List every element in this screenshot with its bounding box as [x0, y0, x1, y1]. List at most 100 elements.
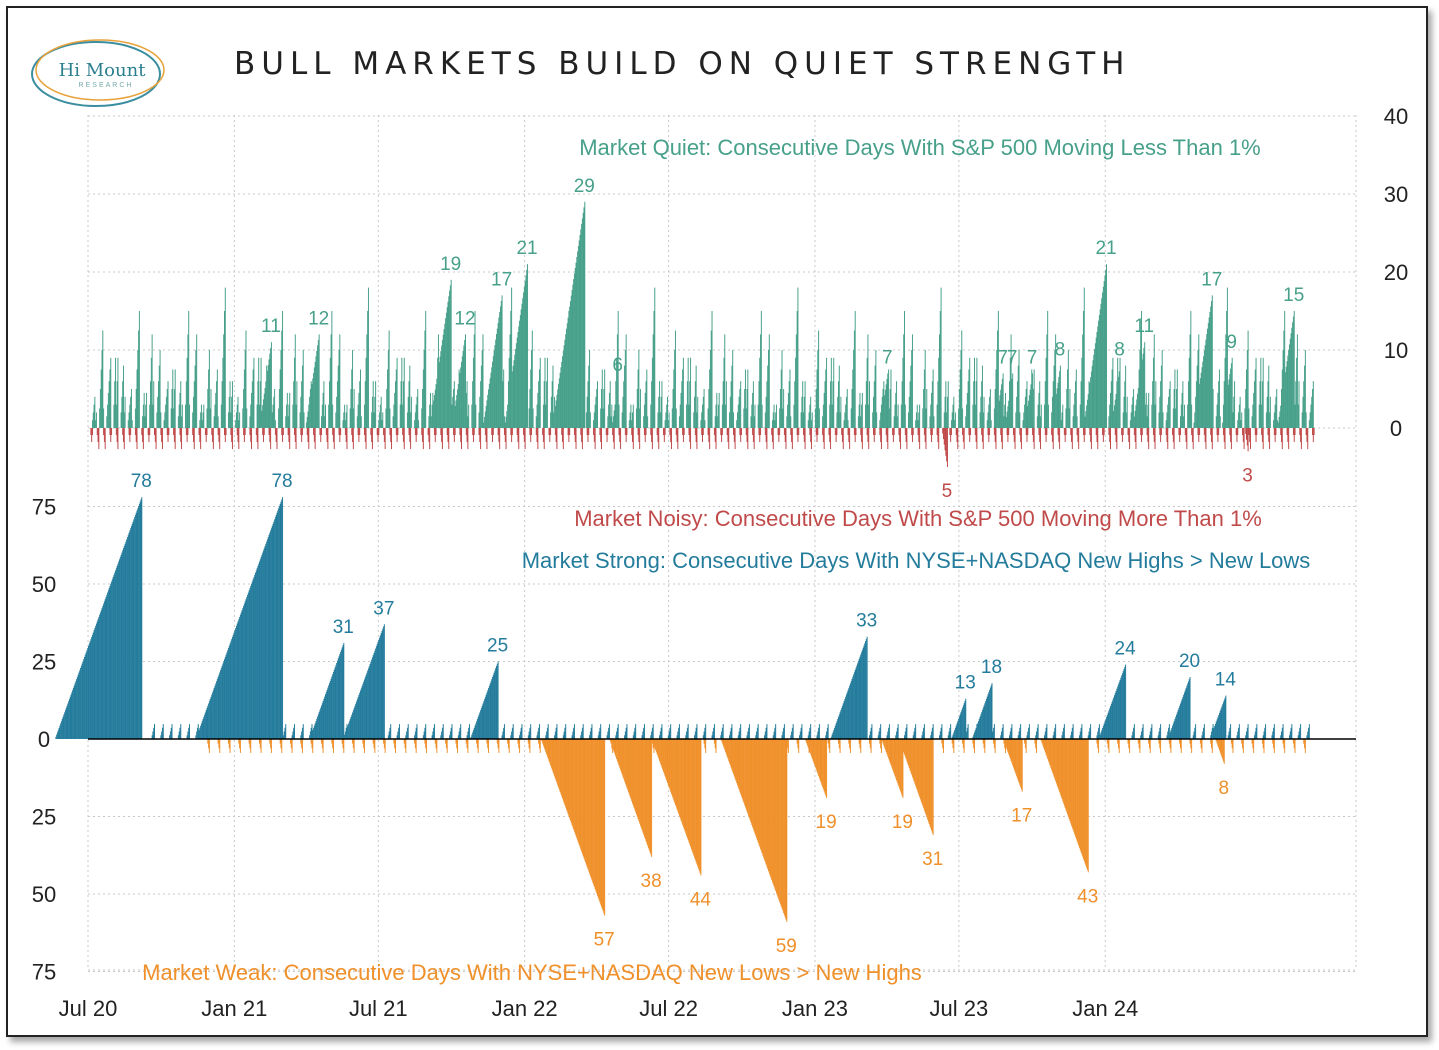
weak-bar: [754, 739, 756, 834]
weak-bar: [577, 739, 579, 841]
strong-bar: [483, 701, 485, 739]
noisy-bar: [1109, 428, 1111, 443]
weak-bar: [1059, 739, 1061, 795]
strong-bar: [1218, 712, 1220, 739]
noisy-bar: [1166, 428, 1168, 443]
quiet-bar: [1151, 404, 1153, 428]
quiet-bar: [395, 381, 396, 428]
quiet-bar: [506, 411, 508, 428]
noisy-bar: [900, 428, 902, 450]
quiet-bar: [861, 404, 863, 428]
noisy-bar: [1027, 428, 1029, 436]
quiet-bar: [563, 345, 565, 428]
strong-bar: [545, 735, 547, 739]
noisy-bar: [377, 428, 379, 443]
strong-bar: [1218, 715, 1220, 739]
quiet-bar: [322, 392, 324, 428]
weak-bar: [1149, 739, 1151, 753]
strong-bar: [240, 612, 242, 739]
quiet-bar: [608, 392, 610, 428]
quiet-bar: [983, 396, 985, 428]
quiet-bar: [1094, 348, 1096, 428]
quiet-bar: [281, 330, 283, 428]
quiet-bar: [578, 240, 580, 428]
weak-bar: [639, 739, 641, 824]
noisy-bar: [1090, 428, 1092, 443]
quiet-bar: [718, 392, 720, 428]
quiet-bar: [387, 350, 389, 428]
weak-bar: [1019, 739, 1021, 786]
weak-bar: [496, 739, 498, 744]
quiet-bar: [433, 400, 435, 428]
noisy-bar: [899, 428, 901, 443]
strong-bar: [243, 603, 245, 739]
noisy-bar: [938, 428, 940, 450]
quiet-bar: [844, 412, 846, 428]
quiet-bar: [689, 381, 691, 428]
quiet-bar: [1024, 396, 1026, 428]
weak-bar: [733, 739, 735, 777]
strong-bar: [327, 687, 329, 739]
quiet-bar: [822, 416, 824, 428]
quiet-bar: [1046, 334, 1048, 428]
quiet-bar: [422, 389, 424, 428]
noisy-bar: [217, 428, 219, 436]
quiet-bar: [95, 420, 97, 428]
weak-bar: [569, 739, 571, 821]
quiet-bar: [951, 412, 953, 428]
noisy-bar: [740, 428, 742, 443]
quiet-bar: [614, 404, 616, 428]
quiet-bar: [517, 331, 519, 428]
noisy-bar: [1269, 428, 1271, 450]
quiet-bar: [1180, 416, 1181, 428]
strong-bar: [1079, 731, 1081, 739]
quiet-bar: [908, 396, 910, 428]
strong-bar: [479, 712, 481, 739]
noisy-bar: [1312, 428, 1314, 443]
weak-bar: [1117, 739, 1119, 744]
strong-bar: [203, 716, 205, 739]
weak-bar: [663, 739, 665, 772]
noisy-bar: [658, 428, 660, 450]
strong-bar: [1264, 727, 1266, 739]
noisy-bar: [1121, 428, 1123, 436]
strong-bar: [95, 623, 97, 739]
noisy-bar: [376, 428, 378, 436]
quiet-bar: [1056, 388, 1058, 428]
quiet-bar: [601, 369, 603, 428]
quiet-bar: [1102, 286, 1104, 428]
strong-bar: [973, 734, 975, 739]
weak-bar: [742, 739, 744, 801]
noisy-bar: [1262, 428, 1264, 450]
strong-bar: [563, 731, 565, 739]
noisy-bar: [619, 428, 621, 443]
noisy-bar: [212, 428, 214, 443]
quiet-bar: [529, 389, 531, 428]
quiet-bar: [457, 389, 459, 428]
noisy-bar: [1070, 428, 1072, 436]
strong-bar: [65, 707, 67, 739]
strong-bar: [114, 572, 116, 739]
noisy-bar: [942, 428, 944, 434]
strong-bar: [379, 637, 381, 739]
strong-bar: [912, 735, 914, 739]
quiet-bar: [588, 365, 590, 428]
weak-bar: [238, 739, 240, 744]
weak-bar: [660, 739, 662, 766]
weak-bar: [735, 739, 737, 781]
strong-bar: [362, 683, 364, 739]
noisy-bar: [1254, 428, 1256, 436]
noisy-bar: [796, 428, 798, 436]
weak-bar: [698, 739, 700, 869]
quiet-bar: [1015, 412, 1017, 428]
noisy-bar: [689, 428, 691, 443]
quiet-bar: [1238, 404, 1240, 428]
noisy-bar: [569, 428, 571, 436]
quiet-bar: [1222, 404, 1224, 428]
weak-bar: [694, 739, 696, 860]
noisy-bar: [154, 428, 155, 436]
weak-bar: [727, 739, 729, 759]
weak-bar: [895, 739, 897, 779]
weak-bar: [476, 739, 478, 744]
quiet-bar: [1145, 404, 1146, 428]
